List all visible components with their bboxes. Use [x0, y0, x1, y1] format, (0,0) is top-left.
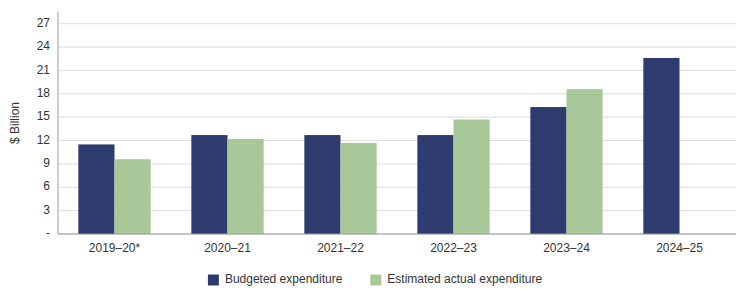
- y-axis-line: [58, 12, 59, 234]
- bar: [530, 107, 566, 234]
- grid-line: [58, 47, 736, 48]
- legend: Budgeted expenditure Estimated actual exp…: [208, 272, 543, 286]
- y-tick-label: 12: [37, 133, 51, 147]
- y-tick-label: 21: [37, 63, 51, 77]
- bar: [417, 135, 453, 234]
- grid-line: [58, 140, 736, 141]
- y-tick-label: 27: [37, 16, 51, 30]
- bar: [115, 159, 151, 234]
- x-axis-line: [58, 234, 736, 235]
- grid-line: [58, 23, 736, 24]
- y-tick-label: 9: [43, 156, 50, 170]
- grid: [58, 24, 736, 234]
- y-tick-label: 18: [37, 86, 51, 100]
- bar: [454, 119, 490, 234]
- bar: [191, 135, 227, 234]
- y-tick-label: 15: [37, 109, 51, 123]
- x-tick-label: 2021–22: [317, 241, 364, 255]
- legend-swatch: [208, 275, 219, 286]
- x-tick-label: 2022–23: [430, 241, 477, 255]
- x-tick-label: 2023–24: [543, 241, 590, 255]
- y-axis-label: $ Billion: [8, 102, 22, 144]
- grid-line: [58, 187, 736, 188]
- grid-line: [58, 117, 736, 118]
- grid-line: [58, 163, 736, 164]
- bar: [78, 144, 114, 234]
- bars: [78, 58, 679, 234]
- grid-line: [58, 210, 736, 211]
- bar: [567, 89, 603, 234]
- bar: [341, 143, 377, 234]
- grid-line: [58, 70, 736, 71]
- legend-label: Budgeted expenditure: [225, 272, 343, 286]
- bar: [643, 58, 679, 234]
- y-tick-label: 6: [43, 179, 50, 193]
- legend-swatch: [370, 275, 381, 286]
- y-tick-label: 24: [37, 39, 51, 53]
- x-tick-label: 2024–25: [656, 241, 703, 255]
- x-tick-label: 2020–21: [204, 241, 251, 255]
- bar: [228, 139, 264, 234]
- grid-line: [58, 93, 736, 94]
- legend-label: Estimated actual expenditure: [387, 272, 542, 286]
- chart: - 3 6 9 12 15 18 21 24 27 $ Billion 2019–20* 2020–21…: [0, 0, 750, 296]
- bar: [304, 135, 340, 234]
- grid-line: [58, 234, 736, 235]
- y-tick-label: -: [46, 226, 50, 240]
- x-tick-label: 2019–20*: [89, 241, 141, 255]
- y-tick-label: 3: [43, 203, 50, 217]
